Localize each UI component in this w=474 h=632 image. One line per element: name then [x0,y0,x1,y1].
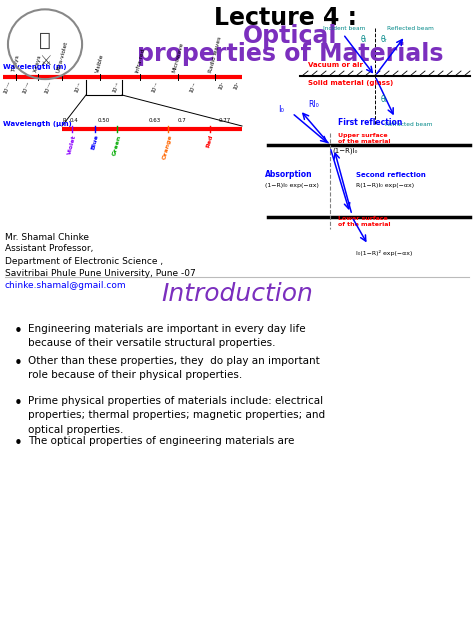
Text: Department of Electronic Science ,: Department of Electronic Science , [5,257,163,265]
Text: Other than these properties, they  do play an important
role because of their ph: Other than these properties, they do pla… [28,356,320,380]
Text: Reflected beam: Reflected beam [387,26,434,31]
Text: θₜ: θₜ [381,95,388,104]
Text: 10⁻⁶: 10⁻⁶ [111,81,120,93]
Text: 10⁰: 10⁰ [218,81,226,90]
Text: 10⁻¹²: 10⁻¹² [22,81,32,95]
Text: RI₀: RI₀ [308,100,319,109]
Text: Radio waves: Radio waves [208,36,222,73]
Text: Assistant Professor,: Assistant Professor, [5,245,93,253]
Text: Savitribai Phule Pune University, Pune -07: Savitribai Phule Pune University, Pune -… [5,269,196,277]
Text: Wavelength (m): Wavelength (m) [3,64,66,70]
Text: Infra-red: Infra-red [134,47,146,73]
Text: R: R [62,118,66,123]
Text: •: • [14,356,22,371]
Text: Engineering materials are important in every day life
because of their versatile: Engineering materials are important in e… [28,324,306,348]
Text: (1−R)I₀: (1−R)I₀ [332,148,357,154]
Text: properties of Materials: properties of Materials [137,42,443,66]
Text: 10⁻²: 10⁻² [189,81,198,93]
Text: 10⁻⁸: 10⁻⁸ [73,81,82,93]
Text: Lower surface: Lower surface [338,216,388,221]
Text: chinke.shamal@gmail.com: chinke.shamal@gmail.com [5,281,127,289]
Text: I₀: I₀ [278,105,284,114]
Text: Orange: Orange [162,134,174,160]
Text: •: • [14,324,22,339]
Text: T-rays: T-rays [11,54,21,73]
Text: 10⁻⁴: 10⁻⁴ [150,81,160,93]
Text: θᵣ: θᵣ [381,35,388,44]
Text: Visible: Visible [95,53,105,73]
Text: The optical properties of engineering materials are: The optical properties of engineering ma… [28,436,294,446]
Text: Wavelength (μm): Wavelength (μm) [3,121,72,127]
Text: 10⁻¹⁴: 10⁻¹⁴ [3,81,13,95]
Text: First reflection: First reflection [338,118,402,127]
Text: 0.77: 0.77 [219,118,231,123]
Text: of the material: of the material [338,139,391,144]
Text: of the material: of the material [338,222,391,227]
Text: Green: Green [112,134,122,156]
Text: ⚔: ⚔ [39,54,51,68]
Text: Mr. Shamal Chinke: Mr. Shamal Chinke [5,233,89,241]
Text: Prime physical properties of materials include: electrical
properties; thermal p: Prime physical properties of materials i… [28,396,325,435]
Text: Incident beam: Incident beam [323,26,365,31]
Text: 0.4: 0.4 [70,118,78,123]
Text: Upper surface: Upper surface [338,133,388,138]
Text: Introduction: Introduction [161,282,313,306]
Text: Microwave: Microwave [172,41,184,73]
Text: R(1−R)I₀ exp(−αx): R(1−R)I₀ exp(−αx) [356,183,414,188]
Text: •: • [14,396,22,411]
Text: I₀(1−R)² exp(−αx): I₀(1−R)² exp(−αx) [356,250,412,256]
Text: X-rays: X-rays [33,54,43,73]
Text: Blue: Blue [91,134,100,150]
Text: 10⁻¹⁰: 10⁻¹⁰ [44,81,54,95]
Text: Lecture 4 :: Lecture 4 : [214,6,365,30]
Text: 10²: 10² [233,81,241,90]
Text: Violet: Violet [67,134,77,155]
Text: Second reflection: Second reflection [356,172,426,178]
Text: Red: Red [206,134,214,149]
Text: Ultra-violet: Ultra-violet [55,40,69,73]
Text: Refracted beam: Refracted beam [385,122,432,127]
Text: 0.50: 0.50 [98,118,110,123]
Text: Vacuum or air: Vacuum or air [308,62,363,68]
Text: ⛪: ⛪ [39,31,51,50]
Text: Solid material (glass): Solid material (glass) [308,80,393,86]
Text: Absorption: Absorption [265,170,313,179]
Text: 0.63: 0.63 [149,118,161,123]
Text: •: • [14,436,22,451]
Text: (1−R)I₀ exp(−αx): (1−R)I₀ exp(−αx) [265,183,319,188]
Text: θᵢ: θᵢ [361,35,367,44]
Text: Optical: Optical [243,24,337,48]
Text: 0.7: 0.7 [178,118,186,123]
